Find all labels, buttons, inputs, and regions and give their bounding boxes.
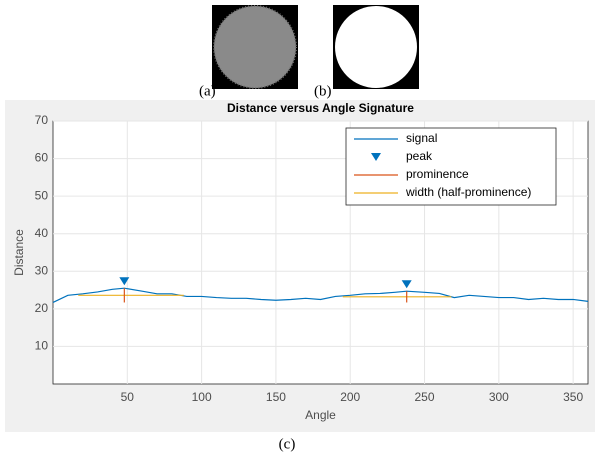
legend-label: peak xyxy=(406,149,433,163)
chart-title: Distance versus Angle Signature xyxy=(227,101,414,115)
peak-marker xyxy=(401,280,412,289)
x-tick-label: 250 xyxy=(415,390,435,404)
image-a-disc xyxy=(214,6,296,88)
y-tick-label: 10 xyxy=(35,339,49,353)
image-b-disc xyxy=(335,6,417,88)
legend-label: prominence xyxy=(406,167,469,181)
x-tick-label: 150 xyxy=(266,390,286,404)
peak-marker xyxy=(119,277,130,286)
y-tick-label: 20 xyxy=(35,301,49,315)
x-tick-label: 300 xyxy=(489,390,509,404)
y-tick-label: 50 xyxy=(35,188,49,202)
y-tick-label: 40 xyxy=(35,226,49,240)
x-tick-label: 50 xyxy=(121,390,135,404)
panel-label: (b) xyxy=(314,83,332,99)
panel-label: (c) xyxy=(279,436,296,452)
y-tick-label: 70 xyxy=(35,113,49,127)
y-tick-label: 60 xyxy=(35,151,49,165)
y-axis-label: Distance xyxy=(12,229,26,276)
legend-box xyxy=(345,127,557,206)
x-tick-label: 350 xyxy=(563,390,583,404)
signal-line xyxy=(52,287,589,304)
y-tick-label: 30 xyxy=(35,263,49,277)
legend-label: signal xyxy=(406,131,437,145)
x-tick-label: 100 xyxy=(192,390,212,404)
legend-label: width (half-prominence) xyxy=(405,185,531,199)
x-axis-label: Angle xyxy=(305,408,336,422)
x-tick-label: 200 xyxy=(340,390,360,404)
legend-swatch xyxy=(371,153,381,161)
panel-label: (a) xyxy=(199,83,216,99)
image-a-texture xyxy=(213,5,297,89)
